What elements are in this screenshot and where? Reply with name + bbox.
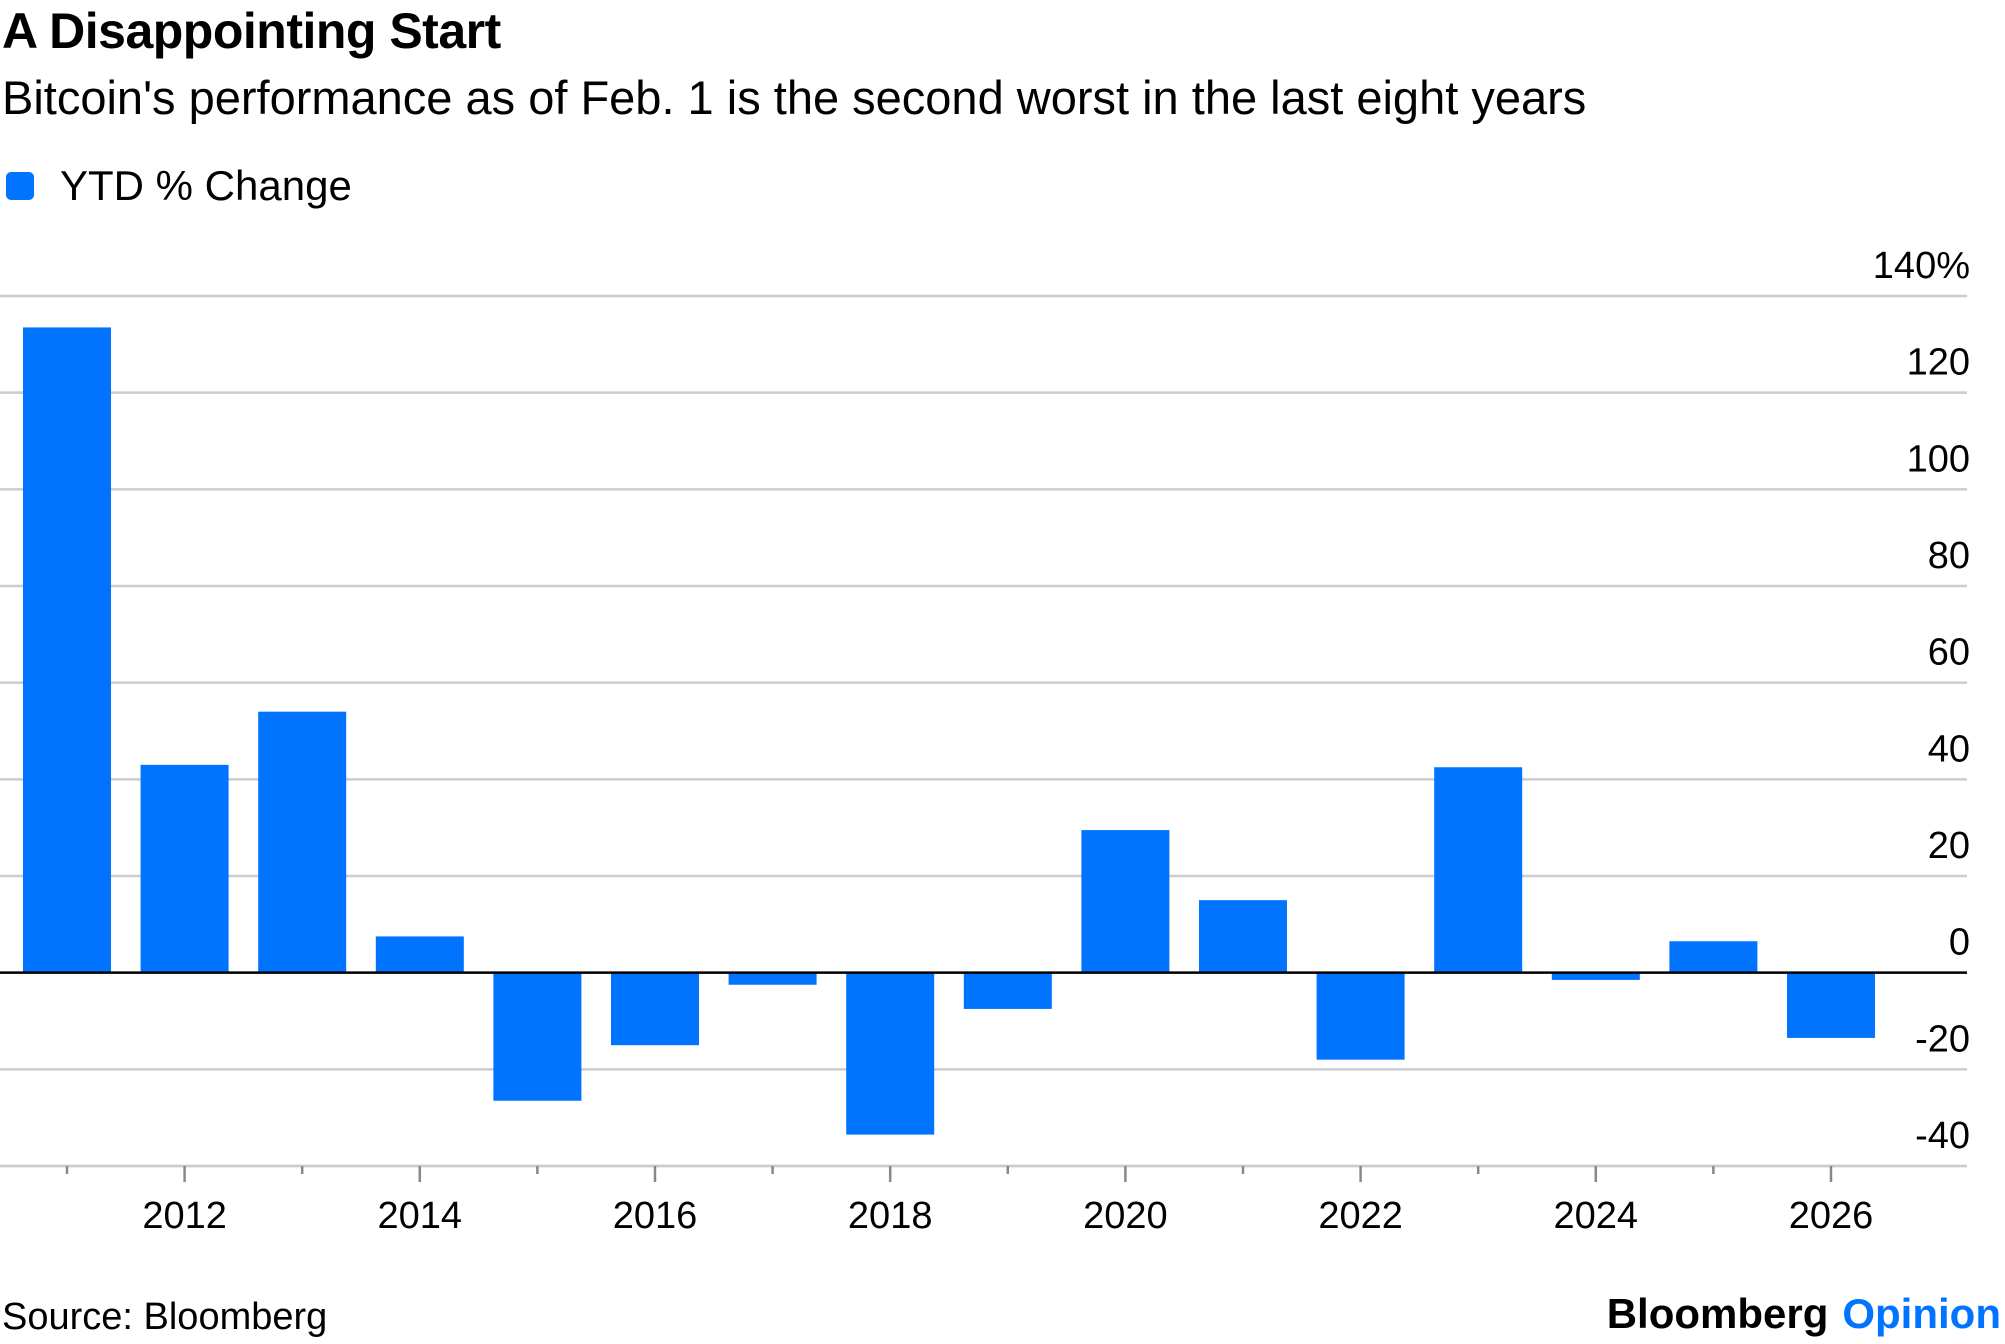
bar-2014 [375,936,464,973]
x-tick-label: 2026 [1789,1195,1874,1237]
bar-2011 [23,327,111,973]
bar-2021 [1199,900,1287,973]
brand-name: Bloomberg [1606,1290,1829,1337]
bar-2017 [728,972,817,985]
x-tick-label: 2018 [848,1195,933,1237]
brand-accent: Opinion [1842,1290,2001,1337]
y-tick-label: 120 [1907,342,1970,384]
bar-2019 [963,972,1052,1009]
y-tick-label: -20 [1915,1018,1970,1060]
x-axis: 2012 2014 2016 2018 2020 2022 2024 2026 [0,971,1967,1237]
y-tick-label: 0 [1949,922,1970,964]
brand-logo: Bloomberg Opinion [1607,1290,2001,1338]
bar-2023 [1434,767,1523,973]
x-tick-label: 2012 [142,1195,227,1237]
bar-2024 [1551,972,1640,980]
x-tick-label: 2024 [1554,1195,1639,1237]
bar-2016 [611,972,699,1046]
y-tick-label: 100 [1907,438,1970,480]
bar-2020 [1081,830,1170,973]
bar-2013 [258,711,347,973]
bars [23,327,1875,1135]
chart-title: A Disappointing Start [2,3,501,59]
y-axis-labels: 140% 120 100 80 60 40 20 0 -20 -40 [1873,245,1970,1157]
legend: YTD % Change [6,162,352,210]
bar-2018 [846,972,935,1135]
bar-2015 [493,972,582,1101]
bar-2026 [1787,972,1875,1038]
x-tick-label: 2016 [613,1195,698,1237]
source-note: Source: Bloomberg [2,1296,328,1338]
legend-swatch [6,172,34,200]
bar-chart: 2012 2014 2016 2018 2020 2022 2024 2026 140% 120… [0,245,1970,1237]
y-tick-label: 80 [1928,535,1970,577]
chart-subtitle: Bitcoin's performance as of Feb. 1 is th… [2,71,1587,124]
bar-2012 [140,764,229,973]
y-tick-label: 40 [1928,728,1970,770]
x-tick-label: 2020 [1083,1195,1168,1237]
y-tick-label: 60 [1928,632,1970,674]
bar-2022 [1316,972,1405,1060]
x-tick-label: 2022 [1318,1195,1403,1237]
y-tick-label: -40 [1915,1115,1970,1157]
legend-label: YTD % Change [60,162,352,209]
y-tick-label: 20 [1928,825,1970,867]
x-tick-label: 2014 [378,1195,463,1237]
y-tick-label: 140% [1873,245,1970,287]
bar-2025 [1669,941,1758,973]
